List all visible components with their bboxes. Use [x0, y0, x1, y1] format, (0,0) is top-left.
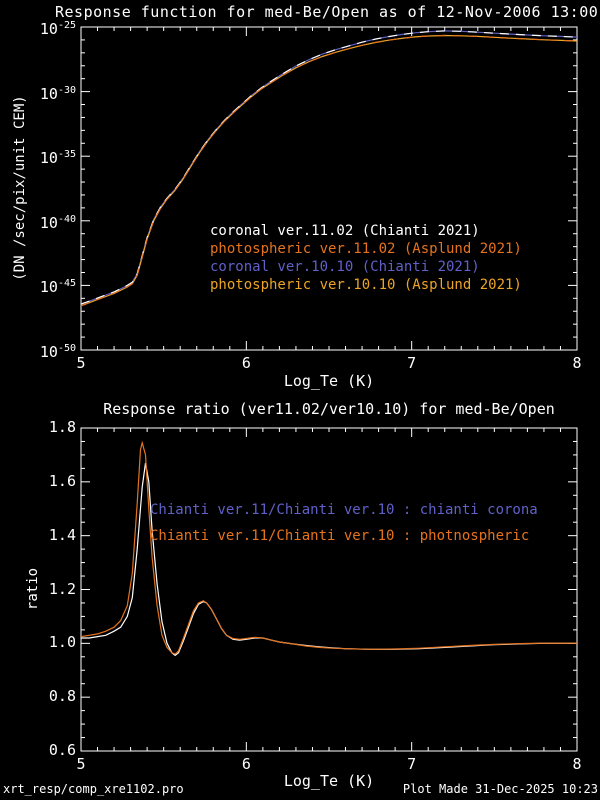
series-chianti-corona-ratio — [81, 462, 577, 657]
series-coronal-ver-10-10-chianti-2021- — [80, 30, 578, 305]
footer-plot-made-timestamp: Plot Made 31-Dec-2025 10:23 — [402, 782, 598, 796]
y-tick-label: 1.2 — [48, 579, 76, 598]
series-photospheric-ratio — [80, 440, 577, 655]
bottom-plot-legend: Chianti ver.11/Chianti ver.10 : chianti … — [150, 497, 538, 549]
x-tick-label: 7 — [407, 755, 417, 773]
bottom-plot-title: Response ratio (ver11.02/ver10.10) for m… — [103, 400, 555, 418]
top-plot-xlabel: Log_Te (K) — [283, 372, 375, 390]
y-tick-label: 0.6 — [48, 741, 76, 759]
legend-item: coronal ver.11.02 (Chianti 2021) — [210, 223, 480, 239]
y-tick-label: 10-30 — [39, 84, 76, 103]
y-tick-label: 1.8 — [48, 418, 76, 436]
x-tick-label: 8 — [572, 755, 582, 773]
footer-procedure-path: xrt_resp/comp_xre1102.pro — [3, 782, 184, 796]
y-tick-label: 10-45 — [39, 278, 76, 297]
legend-item: coronal ver.10.10 (Chianti 2021) — [210, 259, 480, 275]
axis-box — [80, 26, 578, 351]
x-tick-label: 6 — [241, 354, 251, 372]
y-tick-label: 1.4 — [48, 525, 76, 544]
bottom-plot-ylabel: ratio — [25, 567, 41, 611]
top-plot-ylabel: (DN /sec/pix/unit CEM) — [12, 95, 28, 281]
y-tick-label: 1.0 — [48, 633, 76, 652]
x-tick-label: 5 — [76, 354, 86, 372]
y-tick-label: 10-25 — [39, 20, 76, 38]
top-plot-title: Response function for med-Be/Open as of … — [55, 3, 599, 21]
y-tick-label: 10-50 — [39, 343, 76, 361]
y-tick-label: 0.8 — [48, 687, 76, 706]
y-tick-label: 10-35 — [39, 149, 76, 168]
legend-item: photospheric ver.11.02 (Asplund 2021) — [210, 241, 522, 257]
y-tick-label: 1.6 — [48, 471, 76, 490]
series-photospheric-ver-10-10-asplund-2021- — [80, 34, 578, 307]
legend-item: Chianti ver.11/Chianti ver.10 : chianti … — [150, 502, 538, 518]
x-tick-label: 8 — [572, 354, 582, 372]
x-tick-label: 5 — [76, 755, 86, 773]
bottom-plot-xlabel: Log_Te (K) — [283, 772, 375, 790]
y-tick-label: 10-40 — [39, 213, 76, 232]
legend-item: Chianti ver.11/Chianti ver.10 : photnosp… — [150, 528, 530, 544]
x-tick-label: 7 — [407, 354, 417, 372]
legend-item: photospheric ver.10.10 (Asplund 2021) — [210, 277, 522, 293]
top-plot-legend: coronal ver.11.02 (Chianti 2021) photosp… — [210, 222, 522, 294]
x-tick-label: 6 — [241, 755, 251, 773]
